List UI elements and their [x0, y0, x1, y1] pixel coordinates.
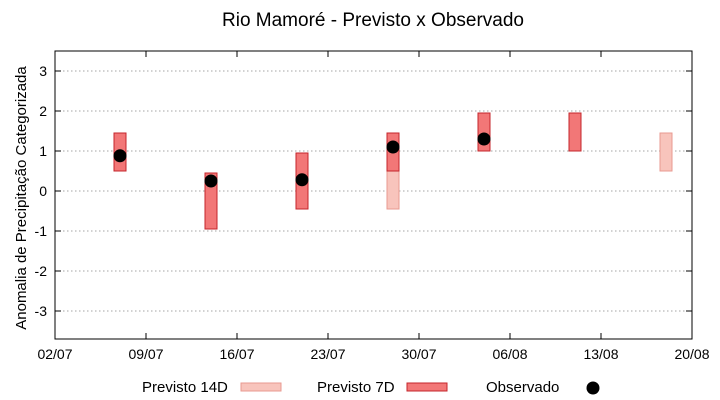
legend-swatch [240, 382, 282, 392]
y-tick-label: -1 [35, 223, 48, 239]
y-axis: -3 -2 -1 0 1 2 3 [35, 63, 692, 319]
legend-label: Observado [486, 379, 559, 396]
observed-point [113, 149, 127, 163]
x-tick-label: 23/07 [310, 346, 345, 362]
y-tick-label: 0 [39, 183, 47, 199]
legend-label: Previsto 14D [142, 379, 228, 396]
chart-title: Rio Mamoré - Previsto x Observado [222, 10, 524, 31]
legend: Previsto 14D Previsto 7D Observado [142, 379, 600, 396]
x-tick-label: 13/08 [583, 346, 618, 362]
y-tick-label: -2 [35, 263, 48, 279]
x-axis: 02/07 09/07 16/07 23/07 30/07 06/08 13/08 20/08 [37, 51, 710, 362]
x-tick-label: 09/07 [128, 346, 163, 362]
x-tick-label: 20/08 [674, 346, 709, 362]
observed-point [295, 173, 309, 187]
x-tick-label: 30/07 [401, 346, 436, 362]
range-bar-14d [659, 132, 673, 172]
observed-point [477, 132, 491, 146]
y-axis-label: Anomalia de Precipitação Categorizada [13, 66, 30, 330]
observed-point [386, 140, 400, 154]
legend-swatch [406, 382, 448, 392]
x-tick-label: 16/07 [219, 346, 254, 362]
grid [55, 70, 692, 312]
series-previsto-14d [204, 132, 673, 210]
x-tick-label: 02/07 [37, 346, 72, 362]
y-tick-label: -3 [35, 303, 48, 319]
legend-swatch [586, 381, 600, 395]
y-tick-label: 1 [39, 143, 47, 159]
series-observado [113, 132, 491, 188]
y-tick-label: 3 [39, 63, 47, 79]
plot-frame [54, 50, 693, 340]
series-previsto-7d [113, 112, 582, 230]
x-tick-label: 06/08 [492, 346, 527, 362]
y-tick-label: 2 [39, 103, 47, 119]
range-bar-7d [204, 172, 218, 230]
legend-label: Previsto 7D [317, 379, 395, 396]
observed-point [204, 174, 218, 188]
range-bar-7d [568, 112, 582, 152]
